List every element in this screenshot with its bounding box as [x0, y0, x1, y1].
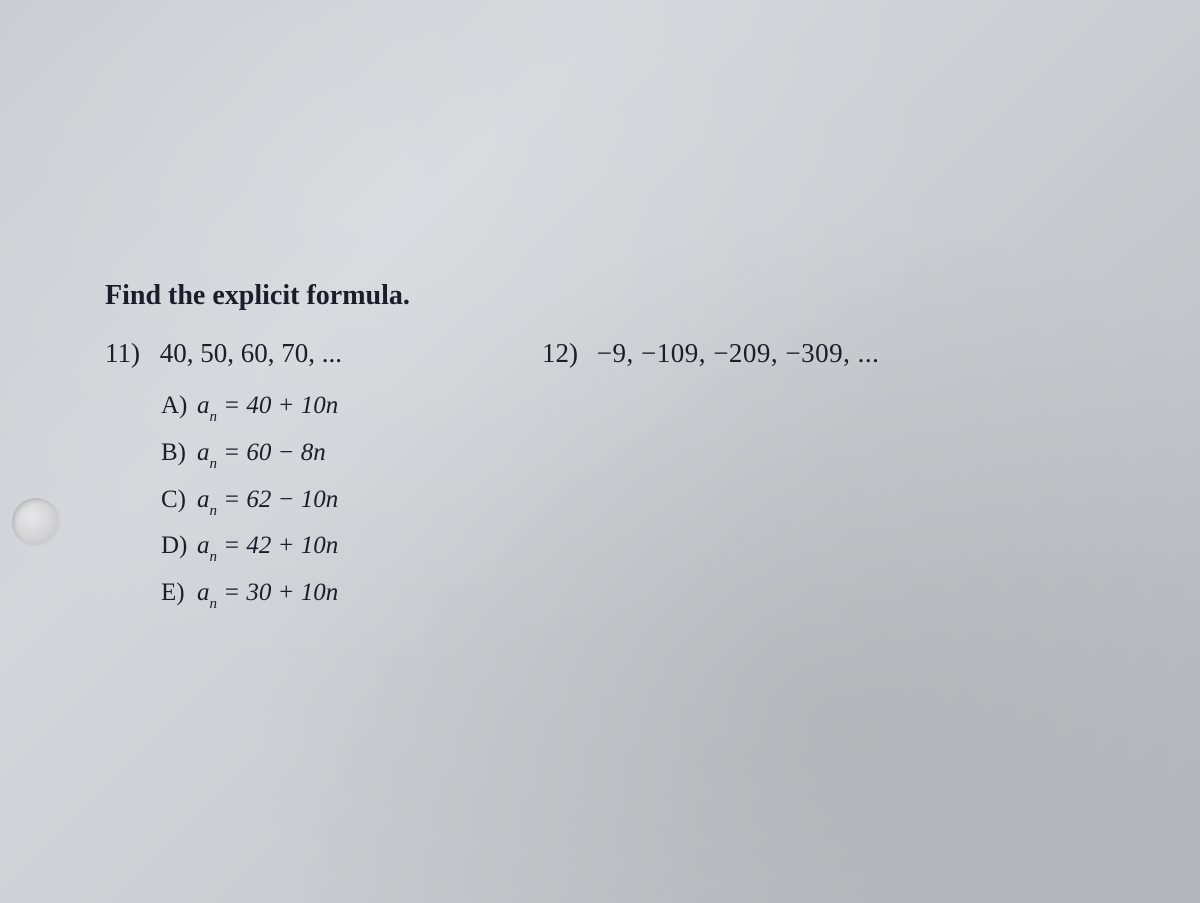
choice-c-rest: = 62 − 10n [217, 486, 338, 513]
question-11-sequence: 40, 50, 60, 70, ... [160, 338, 342, 368]
choice-c-sub: n [210, 503, 218, 519]
choice-c-letter: C) [161, 477, 197, 523]
choice-e-sub: n [210, 596, 218, 612]
choice-c: C)an = 62 − 10n [161, 477, 342, 524]
question-12-sequence: −9, −109, −209, −309, ... [597, 338, 880, 368]
question-11-number: 11) [105, 338, 153, 369]
choice-a-rest: = 40 + 10n [217, 392, 338, 419]
choice-a-sub: n [210, 409, 218, 425]
question-columns: 11) 40, 50, 60, 70, ... A)an = 40 + 10n … [105, 338, 1140, 617]
choice-c-var: a [197, 486, 210, 513]
content-area: Find the explicit formula. 11) 40, 50, 6… [105, 280, 1140, 617]
choice-b-letter: B) [161, 430, 197, 476]
choice-b: B)an = 60 − 8n [161, 430, 342, 477]
section-title: Find the explicit formula. [105, 280, 1140, 312]
hole-punch [12, 498, 60, 546]
question-11-choices: A)an = 40 + 10n B)an = 60 − 8n C)an = 62… [161, 383, 342, 617]
question-12: 12) −9, −109, −209, −309, ... [402, 338, 1140, 617]
choice-e-letter: E) [161, 570, 197, 616]
choice-a-letter: A) [161, 383, 197, 429]
choice-e-var: a [197, 579, 210, 606]
question-12-prompt: 12) −9, −109, −209, −309, ... [542, 338, 1140, 369]
choice-b-sub: n [210, 456, 218, 472]
choice-b-var: a [197, 439, 210, 466]
choice-a: A)an = 40 + 10n [161, 383, 342, 430]
question-11-prompt: 11) 40, 50, 60, 70, ... [105, 338, 342, 369]
choice-d-var: a [197, 532, 210, 559]
question-11: 11) 40, 50, 60, 70, ... A)an = 40 + 10n … [105, 338, 342, 617]
choice-d-sub: n [210, 549, 218, 565]
choice-e: E)an = 30 + 10n [161, 570, 342, 617]
choice-b-rest: = 60 − 8n [217, 439, 326, 466]
choice-d-rest: = 42 + 10n [217, 532, 338, 559]
choice-a-var: a [197, 392, 210, 419]
choice-d-letter: D) [161, 523, 197, 569]
question-12-number: 12) [542, 338, 590, 369]
choice-e-rest: = 30 + 10n [217, 579, 338, 606]
choice-d: D)an = 42 + 10n [161, 523, 342, 570]
